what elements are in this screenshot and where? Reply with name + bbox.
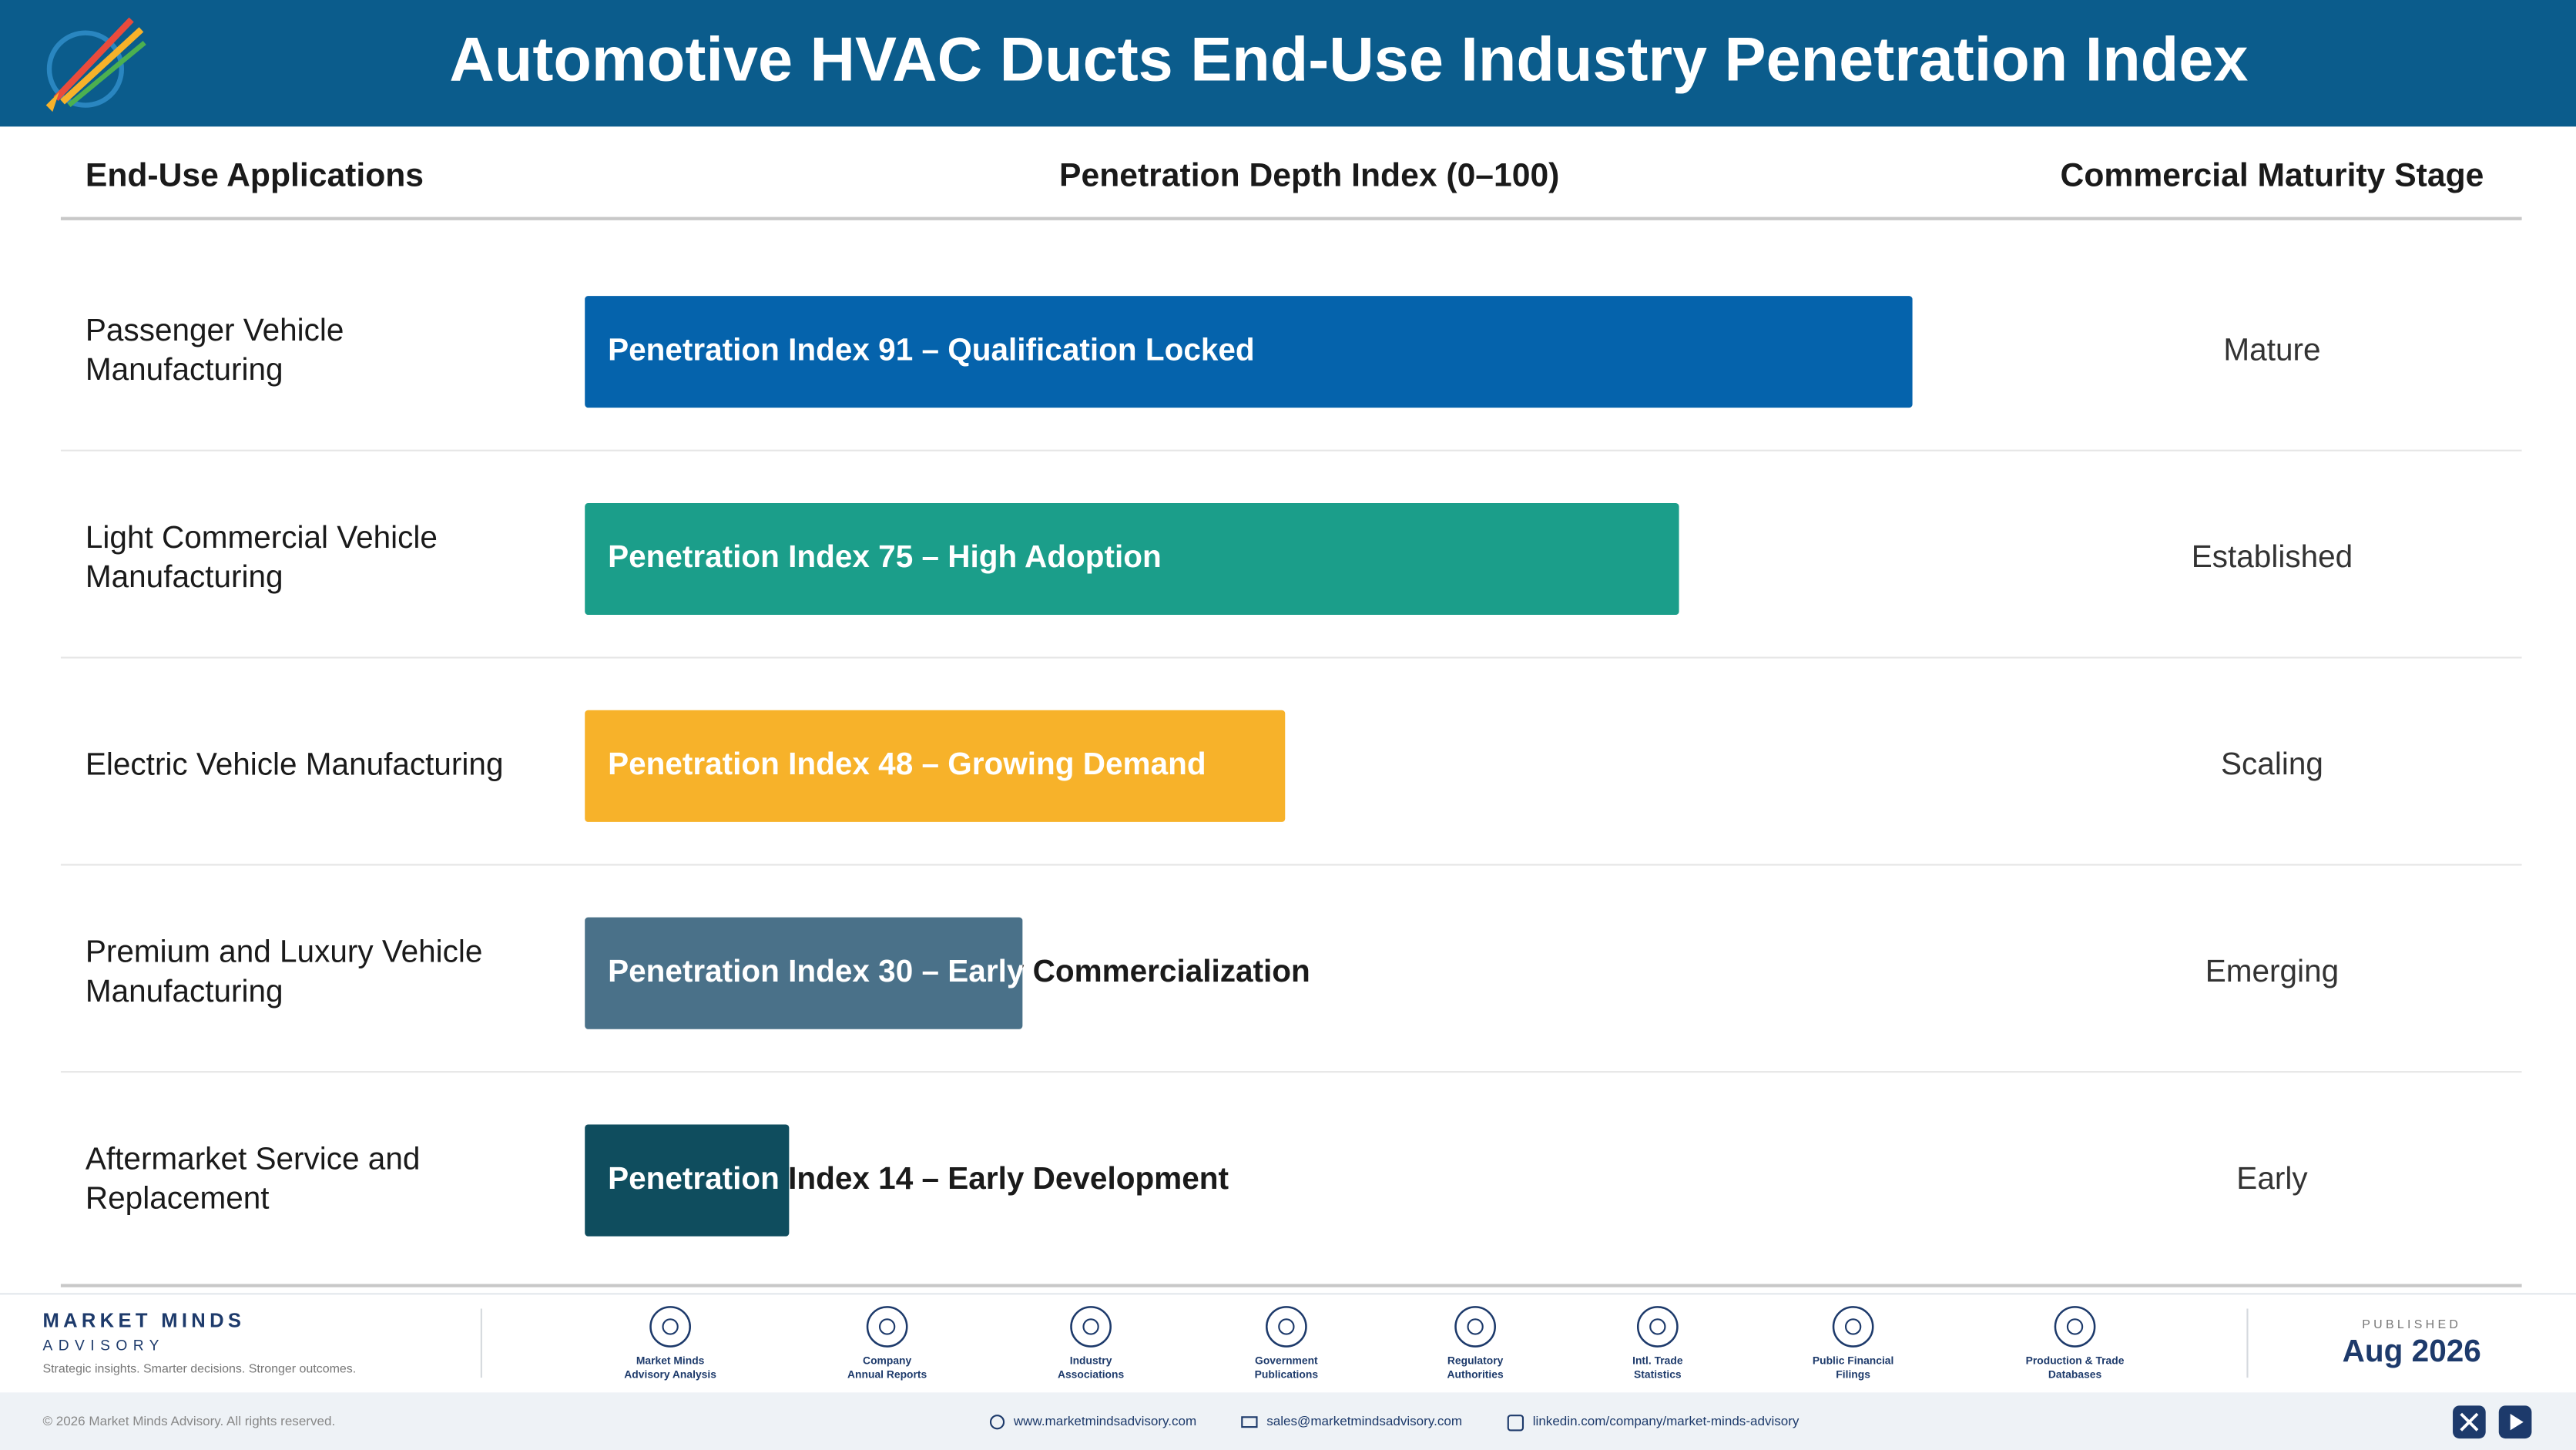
web-icon (989, 1415, 1005, 1430)
bar-label: Penetration Index 75 – High Adoption (608, 539, 1162, 574)
published-label: PUBLISHED (2362, 1318, 2461, 1331)
category-label: Electric Vehicle Manufacturing (86, 746, 504, 781)
source-label: Annual Reports (847, 1368, 927, 1381)
source-label: Public Financial (1813, 1354, 1893, 1366)
tagline: Strategic insights. Smarter decisions. S… (42, 1363, 356, 1376)
column-header: Commercial Maturity Stage (2061, 157, 2484, 194)
source-label: Associations (1058, 1368, 1125, 1381)
source-icon (1832, 1306, 1874, 1348)
source-label: Government (1255, 1354, 1318, 1366)
source-label: Production & Trade (2026, 1354, 2125, 1366)
source-label: Advisory Analysis (624, 1368, 716, 1381)
logo (45, 17, 146, 112)
category-label: Aftermarket Service and Replacement (86, 1140, 429, 1215)
source-label: Regulatory (1447, 1354, 1504, 1366)
source-label: Market Minds (636, 1354, 705, 1366)
source-label: Filings (1836, 1368, 1870, 1381)
source-icon-dot (2066, 1318, 2084, 1335)
source-icon-dot (878, 1318, 896, 1335)
source-label: Authorities (1447, 1368, 1504, 1381)
source-icon (1265, 1306, 1307, 1348)
bar (585, 710, 1286, 822)
bar-label: Penetration Index 91 – Qualification Loc… (608, 331, 1255, 367)
brand-sub: ADVISORY (42, 1338, 165, 1354)
bar (585, 502, 1679, 616)
x-glyph (2460, 1412, 2479, 1432)
stage-label: Established (2192, 539, 2353, 574)
stage-label: Emerging (2205, 953, 2339, 988)
linkedin-icon (1507, 1415, 1524, 1432)
linkedin[interactable]: linkedin.com/company/market-minds-adviso… (1533, 1414, 1800, 1428)
source-icon (866, 1306, 908, 1348)
bar-label: Penetration Index 30 – Early Commerciali… (608, 953, 1310, 988)
published-date: Aug 2026 (2343, 1333, 2481, 1368)
youtube-glyph (2510, 1414, 2524, 1431)
stage-label: Scaling (2221, 746, 2323, 781)
source-label: Company (863, 1354, 911, 1366)
category-label: Passenger Vehicle Manufacturing (86, 312, 353, 387)
source-icon (649, 1306, 691, 1348)
email[interactable]: sales@marketmindsadvisory.com (1266, 1414, 1462, 1428)
source-icon-dot (1082, 1318, 1099, 1335)
source-label: Intl. Trade (1632, 1354, 1683, 1366)
header-bar (0, 0, 2576, 127)
source-label: Publications (1255, 1368, 1319, 1381)
bar (585, 917, 1023, 1029)
bar-label: Penetration Index 48 – Growing Demand (608, 746, 1206, 781)
column-header: End-Use Applications (86, 157, 424, 194)
footer-strip (0, 1392, 2576, 1450)
source-icon-dot (1844, 1318, 1862, 1335)
source-icon (2054, 1306, 2096, 1348)
source-label: Statistics (1634, 1368, 1682, 1381)
source-label: Industry (1070, 1354, 1112, 1366)
bar-label: Penetration Index 14 – Early Development (608, 1160, 1229, 1196)
website[interactable]: www.marketmindsadvisory.com (1013, 1414, 1196, 1428)
source-icon-dot (1467, 1318, 1484, 1335)
source-icon (1636, 1306, 1679, 1348)
source-label: Databases (2048, 1368, 2102, 1381)
category-label: Premium and Luxury Vehicle Manufacturing (86, 933, 491, 1008)
brand: MARKET MINDS (42, 1310, 245, 1331)
stage-label: Early (2236, 1160, 2308, 1196)
source-icon (1454, 1306, 1496, 1348)
bar (585, 296, 1913, 408)
source-icon-dot (1649, 1318, 1666, 1335)
stage-label: Mature (2223, 331, 2320, 367)
source-icon (1070, 1306, 1112, 1348)
copyright: © 2026 Market Minds Advisory. All rights… (42, 1414, 335, 1428)
column-header: Penetration Depth Index (0–100) (1059, 157, 1559, 194)
source-icon-dot (662, 1318, 679, 1335)
source-icon-dot (1278, 1318, 1295, 1335)
category-label: Light Commercial Vehicle Manufacturing (86, 519, 446, 594)
mail-icon (1241, 1416, 1258, 1428)
chart-title: Automotive HVAC Ducts End-Use Industry P… (449, 25, 2248, 95)
bar (585, 1124, 790, 1237)
